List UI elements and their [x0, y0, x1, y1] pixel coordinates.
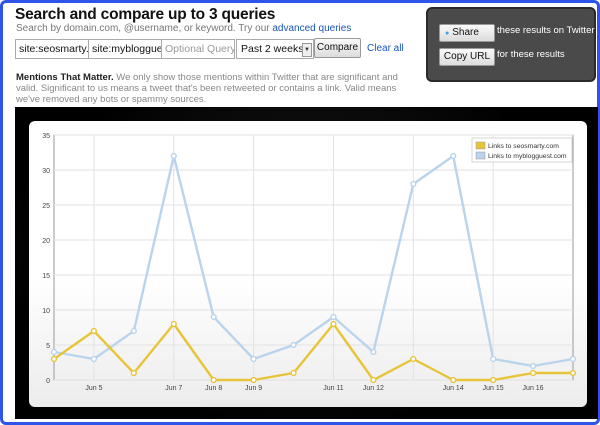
data-point	[450, 376, 457, 384]
data-point	[569, 355, 577, 363]
x-tick-label: Jun 14	[443, 385, 464, 392]
query-input-3[interactable]: Optional Query	[161, 39, 235, 59]
mentions-line-chart: 0 5 10 15 20 25 30 35 Jun 5 Jun 7 Jun 8 Jun 9 Jun 11…	[42, 133, 577, 392]
y-tick-label: 20	[42, 238, 50, 245]
data-point	[50, 355, 58, 363]
data-point	[130, 369, 137, 377]
data-point	[50, 348, 58, 356]
data-point	[330, 320, 337, 328]
data-point	[569, 369, 577, 377]
x-tick-label: Jun 7	[165, 385, 182, 392]
y-tick-label: 25	[42, 203, 50, 210]
copy-url-button[interactable]: Copy URL	[439, 48, 495, 66]
y-tick-label: 30	[42, 168, 50, 175]
x-tick-label: Jun 15	[483, 385, 504, 392]
x-tick-label: Jun 11	[323, 385, 344, 392]
data-point	[170, 152, 177, 160]
legend-box	[471, 137, 573, 163]
data-point	[250, 376, 257, 384]
share-text: these results on Twitter	[497, 25, 595, 36]
page-subtitle: Search by domain.com, @username, or keyw…	[16, 23, 351, 34]
data-point	[170, 320, 177, 328]
query-input-2[interactable]: site:mybloggue	[88, 39, 162, 59]
data-point	[450, 152, 457, 160]
y-tick-label: 5	[46, 343, 50, 350]
data-point	[90, 355, 98, 363]
chart-card: 0 5 10 15 20 25 30 35 Jun 5 Jun 7 Jun 8 Jun 9 Jun 11…	[29, 121, 587, 407]
legend-label: Links to myblogguest.com	[488, 153, 567, 160]
period-select-value: Past 2 weeks	[241, 43, 304, 55]
y-tick-label: 15	[42, 273, 50, 280]
share-button[interactable]: ● Share	[439, 24, 495, 42]
x-tick-label: Jun 9	[245, 385, 262, 392]
data-point	[410, 180, 417, 188]
data-point	[130, 327, 137, 335]
legend-swatch	[475, 141, 486, 150]
y-tick-label: 10	[42, 308, 50, 315]
data-point	[490, 355, 497, 363]
legend-label: Links to seosmarty.com	[488, 143, 559, 150]
chevron-down-icon: ▼	[302, 43, 312, 57]
series-line-2	[53, 154, 574, 368]
data-point	[370, 376, 377, 384]
data-point	[250, 355, 257, 363]
data-point	[370, 348, 377, 356]
share-button-label: Share	[452, 27, 479, 38]
x-tick-label: Jun 8	[205, 385, 222, 392]
legend-swatch	[475, 151, 486, 160]
data-point	[90, 327, 98, 335]
y-tick-label: 35	[42, 133, 50, 140]
mentions-description: Mentions That Matter. We only show those…	[16, 72, 421, 105]
twitter-bird-icon: ●	[445, 30, 450, 37]
advanced-queries-link[interactable]: advanced queries	[272, 23, 352, 34]
x-tick-label: Jun 16	[523, 385, 544, 392]
clear-all-link[interactable]: Clear all	[367, 43, 404, 54]
data-point	[290, 369, 297, 377]
data-point	[529, 369, 537, 377]
data-point	[410, 355, 417, 363]
data-point	[210, 313, 217, 321]
x-tick-label: Jun 12	[363, 385, 384, 392]
period-select[interactable]: Past 2 weeks ▼	[236, 39, 314, 59]
mentions-heading: Mentions That Matter.	[16, 72, 114, 83]
mentions-body: We only show those mentions within Twitt…	[16, 72, 398, 105]
copy-text: for these results	[497, 49, 565, 60]
data-point	[210, 376, 217, 384]
plot-area	[53, 134, 574, 381]
series-line-1	[53, 322, 573, 382]
page-title: Search and compare up to 3 queries	[15, 6, 276, 23]
data-point	[490, 376, 497, 384]
data-point	[330, 313, 337, 321]
y-tick-label: 0	[46, 378, 50, 385]
data-point	[290, 341, 297, 349]
subtitle-text: Search by domain.com, @username, or keyw…	[16, 23, 270, 34]
data-point	[529, 362, 537, 370]
query-input-1[interactable]: site:seosmarty.c	[15, 39, 89, 59]
share-panel: ● Share these results on Twitter Copy URL…	[426, 7, 596, 82]
compare-button[interactable]: Compare	[314, 38, 361, 58]
x-tick-label: Jun 5	[85, 385, 102, 392]
